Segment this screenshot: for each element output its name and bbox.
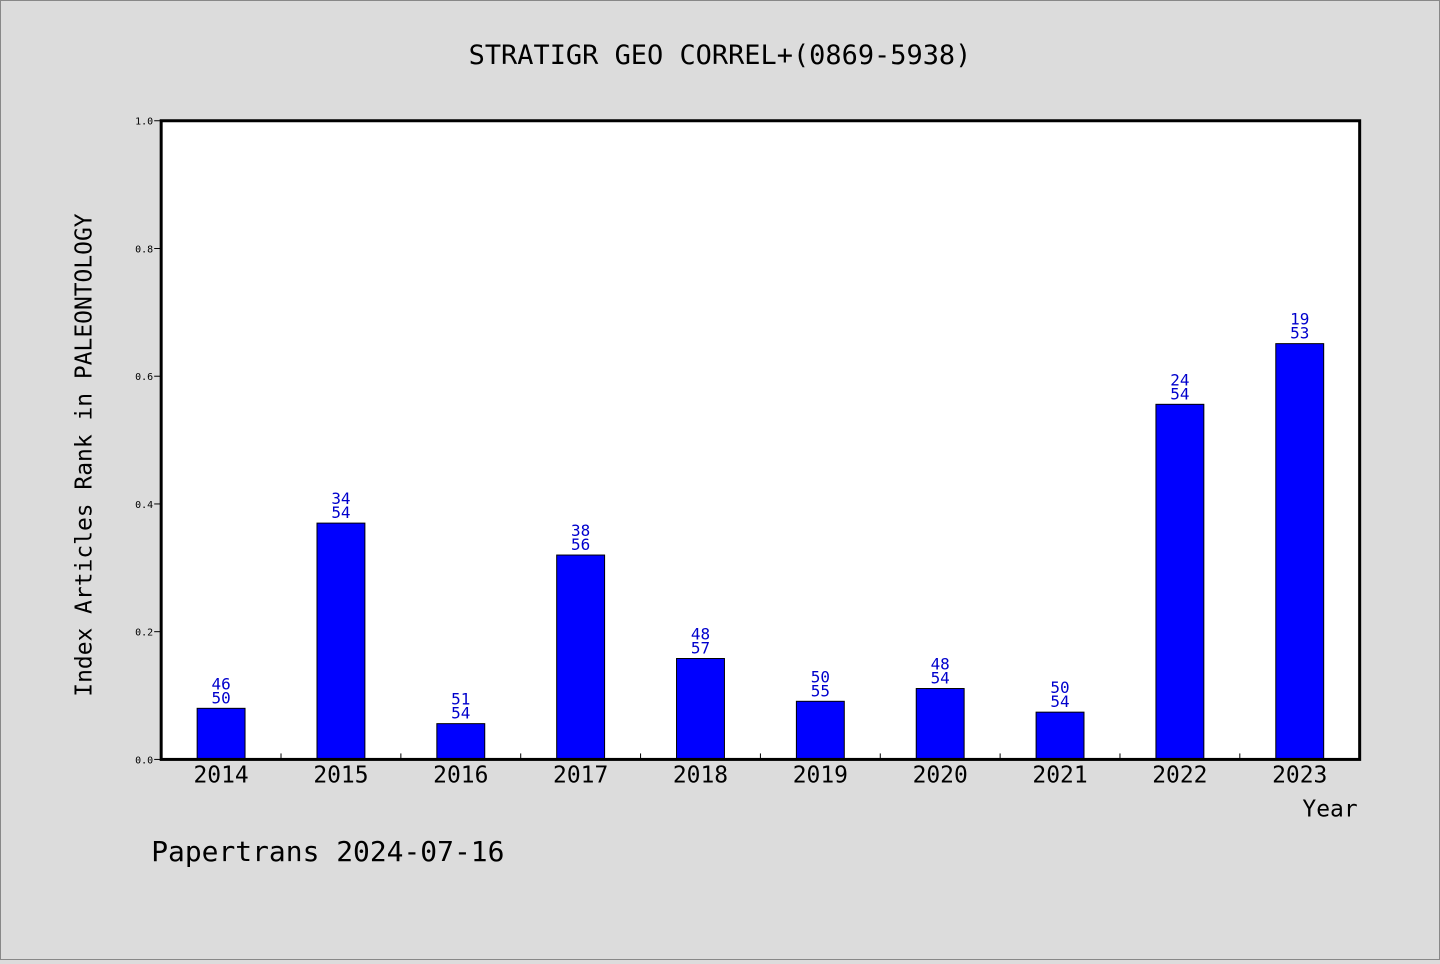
bar-label-top: 51 xyxy=(451,690,470,709)
y-axis-label: Index Articles Rank in PALEONTOLOGY xyxy=(71,213,97,697)
x-tick-label: 2016 xyxy=(433,762,488,788)
x-tick-label: 2018 xyxy=(673,762,728,788)
bar-label-top: 19 xyxy=(1290,310,1309,329)
bar-label-bottom: 56 xyxy=(571,535,590,554)
bar xyxy=(795,700,845,760)
y-tick-label: 0.2 xyxy=(135,628,153,639)
bar xyxy=(1275,343,1325,760)
x-tick-label: 2022 xyxy=(1152,762,1207,788)
bar-label-top: 50 xyxy=(811,667,830,686)
bar-label-bottom: 54 xyxy=(331,503,350,522)
x-tick-label: 2021 xyxy=(1032,762,1087,788)
bar xyxy=(436,723,486,760)
bar-label-bottom: 50 xyxy=(211,688,230,707)
y-tick-label: 0.4 xyxy=(135,500,153,511)
bar xyxy=(556,554,606,760)
x-axis-label: Year xyxy=(1302,796,1357,822)
bar xyxy=(316,522,366,760)
bar-label-bottom: 54 xyxy=(1050,692,1069,711)
bar-label-bottom: 57 xyxy=(691,639,710,658)
x-tick-label: 2019 xyxy=(793,762,848,788)
x-tick-label: 2017 xyxy=(553,762,608,788)
chart-title: STRATIGR GEO CORREL+(0869-5938) xyxy=(469,40,972,71)
plot-border xyxy=(159,119,1362,761)
bar xyxy=(1035,711,1085,760)
bar-label-top: 24 xyxy=(1170,370,1189,389)
bar-label-bottom: 54 xyxy=(1170,384,1189,403)
y-tick-label: 0.0 xyxy=(135,755,153,766)
y-axis-ticks: 0.0 0.2 0.4 0.6 0.8 1.0 xyxy=(135,117,162,766)
y-tick-label: 0.6 xyxy=(135,372,153,383)
x-tick-label: 2023 xyxy=(1272,762,1327,788)
bars-group xyxy=(196,343,1325,760)
bar xyxy=(915,688,965,760)
bar-label-top: 38 xyxy=(571,521,590,540)
bar-label-top: 48 xyxy=(931,655,950,674)
y-tick-label: 0.8 xyxy=(135,244,153,255)
bar-label-bottom: 55 xyxy=(811,681,830,700)
bar xyxy=(676,658,725,760)
bar xyxy=(1155,403,1205,760)
bar-label-top: 50 xyxy=(1050,678,1069,697)
bar-label-top: 46 xyxy=(211,674,230,693)
x-tick-label: 2020 xyxy=(913,762,968,788)
bar-label-top: 48 xyxy=(691,625,710,644)
x-tick-label: 2014 xyxy=(193,762,248,788)
y-tick-label: 1.0 xyxy=(135,117,153,128)
bar-label-bottom: 54 xyxy=(451,704,470,723)
bar-label-top: 34 xyxy=(331,489,350,508)
footer-credit: Papertrans 2024-07-16 xyxy=(151,835,504,868)
bar-label-bottom: 54 xyxy=(931,669,950,688)
x-axis-ticks: 2014 2015 2016 2017 2018 2019 2020 2021 2022 2023 xyxy=(193,753,1327,788)
bar-label-bottom: 53 xyxy=(1290,324,1309,343)
bar xyxy=(196,707,246,760)
x-tick-label: 2015 xyxy=(313,762,368,788)
